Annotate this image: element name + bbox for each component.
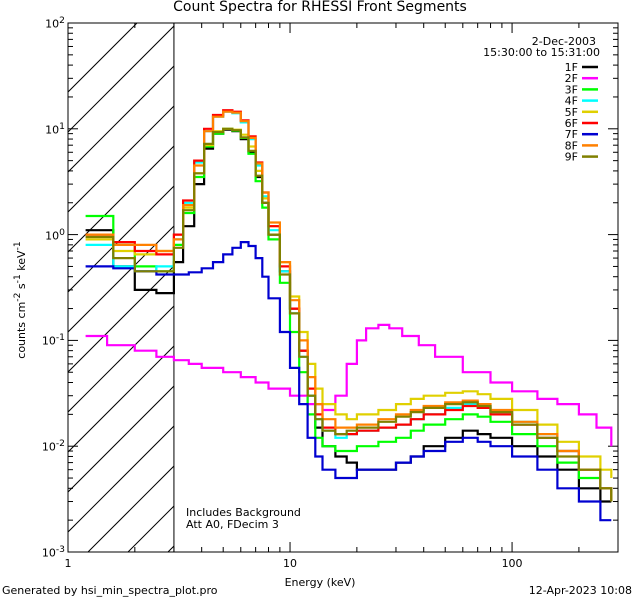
legend-label: 8F xyxy=(565,139,578,152)
hatch-line xyxy=(68,265,174,373)
x-tick-label: 1 xyxy=(65,557,72,570)
observation-date: 2-Dec-2003 xyxy=(531,35,596,48)
hatch-line xyxy=(68,25,174,133)
legend-label: 6F xyxy=(565,117,578,130)
hatch-line xyxy=(68,185,174,293)
legend-label: 3F xyxy=(565,83,578,96)
legend-label: 7F xyxy=(565,128,578,141)
series-2F xyxy=(85,323,613,447)
series-8F xyxy=(85,110,613,502)
series-7F xyxy=(85,241,612,522)
y-tick-label: 102 xyxy=(45,15,65,31)
plot-frame xyxy=(67,22,619,553)
generation-timestamp: 12-Apr-2023 10:08 xyxy=(528,584,632,597)
y-axis-label: counts cm-2 s-1 keV-1 xyxy=(12,241,28,359)
annotation-attenuator: Att A0, FDecim 3 xyxy=(186,518,279,531)
y-tick-label: 100 xyxy=(45,227,65,243)
series-9F xyxy=(85,127,613,502)
y-tick-label: 10-1 xyxy=(42,332,65,348)
legend-label: 2F xyxy=(565,72,578,85)
time-range: 15:30:00 to 15:31:00 xyxy=(483,46,600,59)
x-axis-label: Energy (keV) xyxy=(284,576,356,589)
hatch-line xyxy=(68,23,138,93)
series-4F xyxy=(85,110,613,502)
hatch-line xyxy=(68,385,174,493)
series-6F xyxy=(85,109,613,502)
hatch-line xyxy=(68,425,174,533)
hatch-line xyxy=(68,65,174,173)
generator-credit: Generated by hsi_min_spectra_plot.pro xyxy=(2,584,218,597)
hatch-line xyxy=(68,145,174,253)
plot-annotations: Includes Background Att A0, FDecim 3 xyxy=(186,507,301,531)
legend-label: 4F xyxy=(565,95,578,108)
y-tick-label: 10-3 xyxy=(42,544,65,560)
y-tick-label: 101 xyxy=(45,121,65,137)
legend-label: 1F xyxy=(565,61,578,74)
annotation-background: Includes Background xyxy=(186,506,301,519)
x-tick-label: 100 xyxy=(502,557,523,570)
hatch-line xyxy=(608,0,640,552)
x-tick-label: 10 xyxy=(283,557,297,570)
legend-label: 9F xyxy=(565,151,578,164)
y-tick-label: 10-2 xyxy=(42,438,65,454)
chart-title: Count Spectra for RHESSI Front Segments xyxy=(173,0,467,15)
legend-label: 5F xyxy=(565,106,578,119)
hatch-line xyxy=(68,345,174,453)
